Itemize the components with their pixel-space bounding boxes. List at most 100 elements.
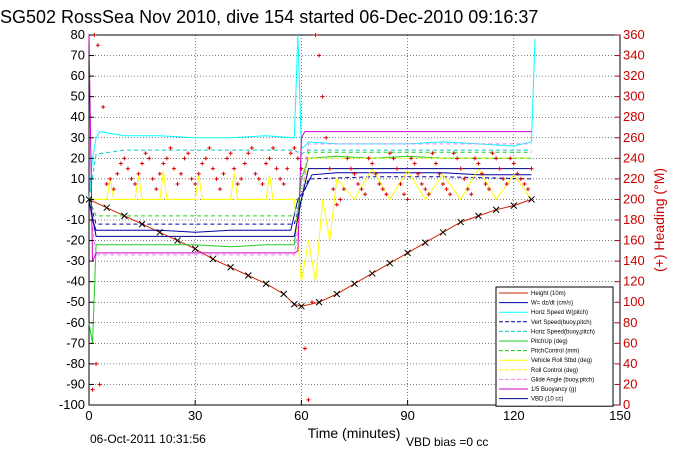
series-line-6 bbox=[88, 151, 532, 217]
legend-entry: PitchUp (deg) bbox=[531, 339, 568, 345]
y-right-tick-label: 160 bbox=[623, 233, 645, 248]
heading-point bbox=[487, 187, 492, 192]
heading-point bbox=[511, 161, 516, 166]
height-marker bbox=[244, 272, 252, 279]
height-marker bbox=[439, 228, 447, 236]
heading-point bbox=[246, 151, 251, 156]
y-tick-label: -20 bbox=[66, 233, 85, 248]
heading-point bbox=[363, 192, 368, 197]
heading-point bbox=[359, 187, 364, 192]
heading-point bbox=[324, 135, 329, 140]
y-tick-label: -50 bbox=[66, 294, 85, 309]
y-right-tick-label: 340 bbox=[623, 48, 645, 63]
y-tick-label: 50 bbox=[71, 89, 85, 104]
legend-entry: Vehicle Roll Stbd (deg) bbox=[531, 358, 592, 364]
heading-point bbox=[122, 156, 127, 161]
heading-point bbox=[295, 156, 300, 161]
heading-point bbox=[193, 182, 198, 187]
y-right-tick-label: 60 bbox=[623, 335, 637, 350]
y-axis-left: -100-90-80-70-60-50-40-30-20-10010203040… bbox=[59, 27, 94, 412]
heading-point bbox=[271, 146, 276, 151]
y-right-tick-label: 120 bbox=[623, 274, 645, 289]
heading-point bbox=[196, 171, 201, 176]
heading-point bbox=[133, 182, 138, 187]
series-line-4 bbox=[88, 149, 532, 200]
heading-point bbox=[448, 192, 453, 197]
heading-point bbox=[104, 182, 109, 187]
heading-point bbox=[136, 171, 141, 176]
y-right-tick-label: 220 bbox=[623, 171, 645, 186]
heading-point bbox=[331, 187, 336, 192]
heading-point bbox=[171, 166, 176, 171]
heading-point bbox=[161, 161, 166, 166]
y-right-tick-label: 260 bbox=[623, 130, 645, 145]
heading-point bbox=[299, 166, 304, 171]
heading-point bbox=[200, 161, 205, 166]
heading-point bbox=[356, 182, 361, 187]
legend-entry: VBD (10 cc) bbox=[531, 397, 563, 403]
height-marker bbox=[492, 206, 500, 214]
heading-point bbox=[387, 151, 392, 156]
height-marker bbox=[227, 263, 234, 271]
heading-point bbox=[518, 176, 523, 181]
heading-point bbox=[264, 161, 268, 166]
y-right-tick-label: 180 bbox=[623, 212, 645, 227]
heading-point bbox=[391, 156, 396, 161]
heading-point bbox=[458, 166, 463, 171]
y-axis-right-label: (+) Heading (°M) bbox=[651, 168, 667, 272]
heading-point bbox=[313, 33, 318, 37]
series-line-9 bbox=[88, 143, 532, 256]
y-tick-label: -60 bbox=[66, 315, 85, 330]
y-tick-label: 20 bbox=[71, 150, 85, 165]
heading-point bbox=[409, 156, 414, 161]
heading-point bbox=[444, 187, 449, 192]
heading-point bbox=[433, 161, 438, 166]
x-axis-label: Time (minutes) bbox=[308, 425, 401, 441]
heading-point bbox=[352, 171, 357, 176]
height-marker bbox=[386, 259, 394, 267]
heading-point bbox=[292, 146, 297, 151]
heading-point bbox=[394, 166, 399, 171]
y-right-tick-label: 100 bbox=[623, 294, 645, 309]
heading-point bbox=[221, 171, 226, 176]
height-marker bbox=[138, 220, 146, 228]
series-line-10 bbox=[88, 34, 532, 262]
heading-point bbox=[274, 166, 279, 171]
y-tick-label: 70 bbox=[71, 48, 85, 63]
heading-point bbox=[348, 166, 353, 171]
legend-entry: 1/5 Buoyancy (g) bbox=[531, 387, 576, 393]
heading-point bbox=[150, 176, 155, 181]
heading-point bbox=[95, 43, 100, 48]
heading-point bbox=[412, 161, 417, 166]
heading-point bbox=[225, 156, 230, 161]
heading-point bbox=[306, 397, 311, 402]
heading-point bbox=[334, 202, 339, 207]
legend-entry: Vert Speed(buoy,pitch) bbox=[531, 320, 592, 326]
heading-point bbox=[90, 387, 95, 392]
heading-point bbox=[462, 176, 467, 181]
heading-point bbox=[469, 192, 474, 197]
y-right-tick-label: 280 bbox=[623, 109, 645, 124]
y-right-tick-label: 200 bbox=[623, 191, 645, 206]
heading-point bbox=[186, 151, 191, 156]
y-tick-label: -70 bbox=[66, 335, 85, 350]
x-tick-label: 30 bbox=[188, 408, 202, 423]
heading-point bbox=[143, 151, 148, 156]
heading-point bbox=[504, 182, 509, 187]
heading-point bbox=[405, 197, 410, 202]
heading-point bbox=[232, 166, 237, 171]
heading-point bbox=[125, 166, 130, 171]
heading-point bbox=[416, 171, 421, 176]
y-tick-label: -100 bbox=[59, 397, 85, 412]
heading-point bbox=[370, 161, 375, 166]
heading-point bbox=[479, 171, 484, 176]
y-right-tick-label: 40 bbox=[623, 356, 637, 371]
heading-point bbox=[384, 192, 389, 197]
heading-point bbox=[154, 187, 159, 192]
y-right-tick-label: 140 bbox=[623, 253, 645, 268]
series-line-8 bbox=[89, 157, 532, 200]
heading-point bbox=[285, 166, 290, 171]
heading-point bbox=[515, 171, 520, 176]
heading-point bbox=[380, 187, 385, 192]
